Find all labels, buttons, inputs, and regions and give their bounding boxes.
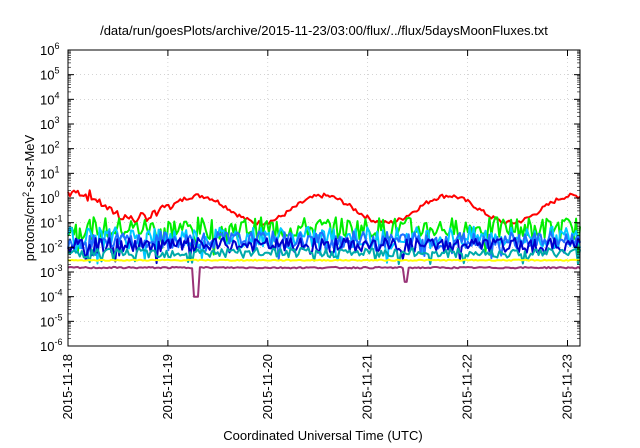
x-tick-label: 2015-11-22 bbox=[460, 354, 475, 420]
series-line bbox=[67, 225, 581, 265]
x-tick-label: 2015-11-19 bbox=[160, 354, 175, 420]
x-tick-label: 2015-11-18 bbox=[60, 354, 75, 420]
y-tick-label: 10-2 bbox=[40, 238, 62, 255]
y-tick-label: 10-5 bbox=[40, 312, 62, 329]
chart-title: /data/run/goesPlots/archive/2015-11-23/0… bbox=[100, 23, 548, 38]
y-tick-label: 105 bbox=[40, 66, 59, 83]
y-tick-label: 10-4 bbox=[40, 288, 62, 305]
y-tick-label: 10-3 bbox=[40, 263, 62, 280]
y-tick-label: 10-6 bbox=[40, 337, 62, 354]
y-tick-label: 100 bbox=[40, 189, 59, 206]
series-line bbox=[67, 216, 581, 256]
series-line bbox=[67, 258, 581, 262]
series-line bbox=[67, 265, 581, 298]
series-line bbox=[67, 246, 581, 266]
series-group bbox=[67, 189, 581, 298]
y-tick-label: 103 bbox=[40, 115, 59, 132]
y-axis-label: protons/cm2-s-sr-MeV bbox=[21, 134, 37, 261]
series-line bbox=[67, 237, 581, 265]
y-tick-label: 104 bbox=[40, 90, 59, 107]
x-tick-label: 2015-11-20 bbox=[260, 354, 275, 420]
y-ticks: 10-6 10-5 10-4 10-3 10-2 10-1 100 101 102 103 104 1… bbox=[40, 41, 580, 354]
x-tick-label: 2015-11-23 bbox=[560, 354, 575, 420]
y-tick-label: 101 bbox=[40, 164, 59, 181]
x-tick-label: 2015-11-21 bbox=[360, 354, 375, 420]
y-tick-label: 102 bbox=[40, 140, 59, 157]
y-tick-label: 106 bbox=[40, 41, 59, 58]
y-tick-label: 10-1 bbox=[40, 214, 62, 231]
grid bbox=[67, 49, 580, 347]
x-ticks: 2015-11-18 2015-11-19 2015-11-20 2015-11-21… bbox=[60, 50, 575, 420]
x-axis-label: Coordinated Universal Time (UTC) bbox=[223, 428, 422, 443]
